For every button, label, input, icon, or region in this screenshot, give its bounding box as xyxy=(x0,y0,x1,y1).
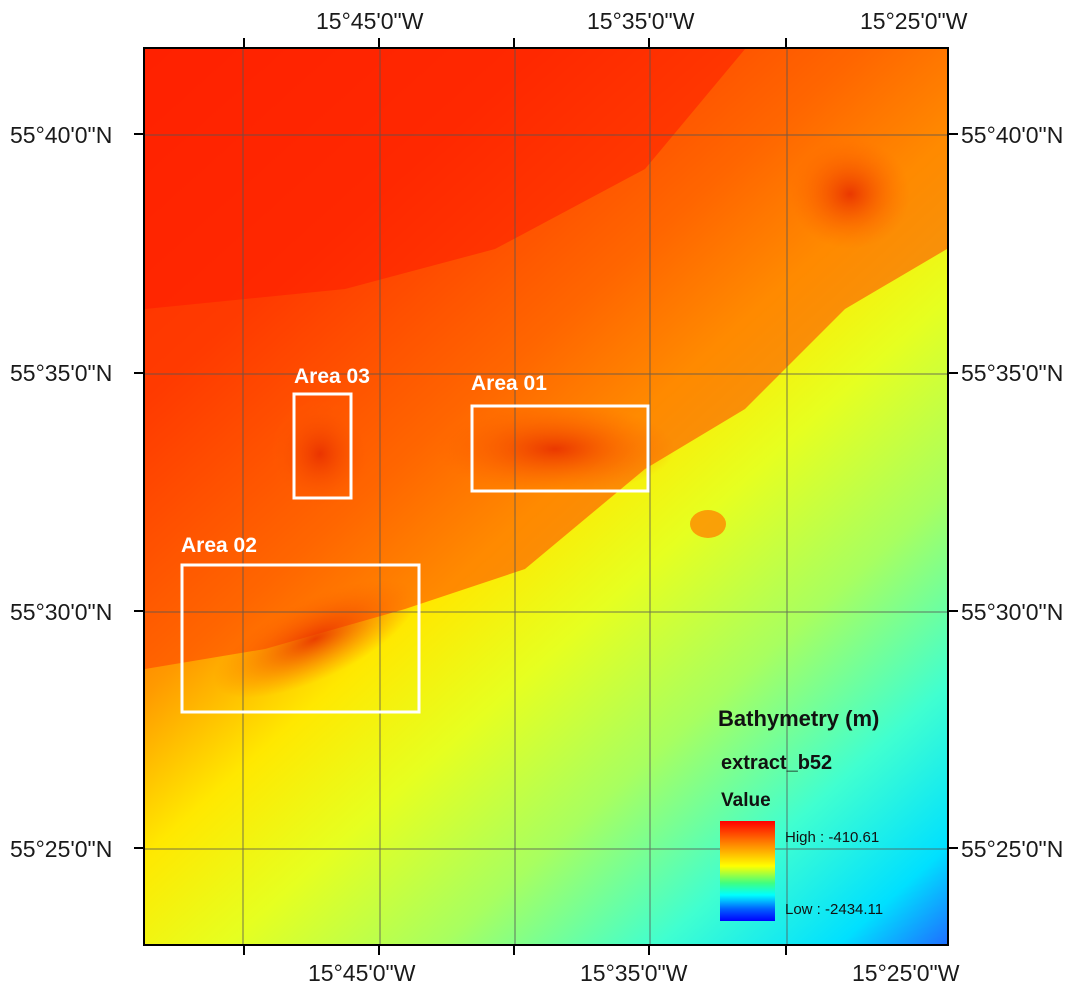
area-box-02[interactable] xyxy=(180,563,421,714)
legend-low-label: Low : -2434.11 xyxy=(785,901,884,918)
tick-right xyxy=(949,847,958,849)
ridge-area-02 xyxy=(213,580,417,698)
tick-left xyxy=(134,133,143,135)
legend-high-label: High : -410.61 xyxy=(785,829,880,846)
ridge-area-03 xyxy=(270,399,370,509)
tick-bottom xyxy=(648,946,650,955)
lon-label-top: 15°35'0"W xyxy=(587,8,695,34)
lat-label-left: 55°25'0"N xyxy=(10,836,113,862)
tick-bottom xyxy=(243,946,245,955)
lat-label-right: 55°30'0"N xyxy=(961,599,1064,625)
lon-label-bottom: 15°35'0"W xyxy=(580,960,688,986)
tick-right xyxy=(949,610,958,612)
lon-label-bottom: 15°25'0"W xyxy=(852,960,960,986)
lon-label-bottom: 15°45'0"W xyxy=(308,960,416,986)
area-02-label: Area 02 xyxy=(181,534,257,557)
lat-label-left: 55°40'0"N xyxy=(10,122,113,148)
area-box-03[interactable] xyxy=(292,392,353,500)
tick-bottom xyxy=(785,946,787,955)
lat-label-right: 55°25'0"N xyxy=(961,836,1064,862)
tick-left xyxy=(134,610,143,612)
tick-left xyxy=(134,372,143,374)
map-frame[interactable] xyxy=(143,47,949,946)
ridge-area-01 xyxy=(435,404,675,494)
tick-right xyxy=(949,372,958,374)
tick-right xyxy=(949,133,958,135)
area-01-label: Area 01 xyxy=(471,372,547,395)
knoll xyxy=(690,510,726,538)
lon-label-top: 15°25'0"W xyxy=(860,8,968,34)
tick-top xyxy=(378,38,380,47)
area-03-label: Area 03 xyxy=(294,365,370,388)
legend-color-ramp xyxy=(720,821,775,921)
lat-label-left: 55°35'0"N xyxy=(10,360,113,386)
legend-layer-name: extract_b52 xyxy=(721,752,833,774)
lat-label-left: 55°30'0"N xyxy=(10,599,113,625)
lon-label-top: 15°45'0"W xyxy=(316,8,424,34)
tick-bottom xyxy=(513,946,515,955)
tick-top xyxy=(785,38,787,47)
legend-title: Bathymetry (m) xyxy=(718,706,880,731)
tick-left xyxy=(134,847,143,849)
seamount xyxy=(790,139,910,249)
lat-label-right: 55°35'0"N xyxy=(961,360,1064,386)
tick-top xyxy=(243,38,245,47)
area-box-01[interactable] xyxy=(470,404,650,493)
lat-label-right: 55°40'0"N xyxy=(961,122,1064,148)
bathymetry-raster xyxy=(145,49,947,944)
tick-top xyxy=(648,38,650,47)
legend-field-name: Value xyxy=(721,790,771,811)
tick-bottom xyxy=(378,946,380,955)
tick-top xyxy=(513,38,515,47)
